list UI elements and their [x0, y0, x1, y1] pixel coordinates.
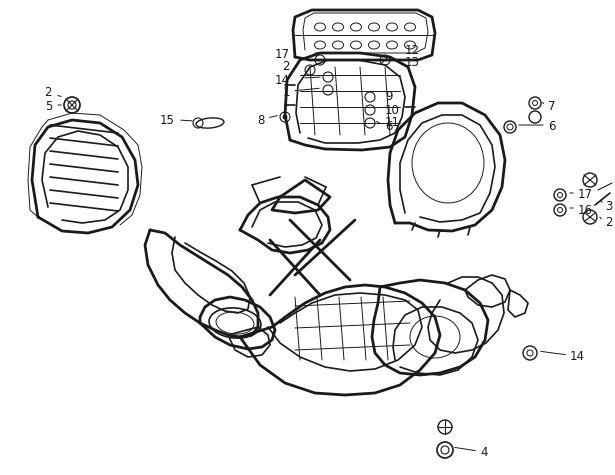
- Text: 2: 2: [44, 86, 52, 99]
- Text: 8: 8: [258, 114, 265, 126]
- Text: 5: 5: [45, 101, 52, 114]
- Text: 2: 2: [605, 217, 613, 229]
- Text: 11: 11: [385, 116, 400, 130]
- Text: 17: 17: [275, 48, 290, 61]
- Text: 15: 15: [160, 114, 175, 126]
- Text: 6: 6: [385, 121, 392, 133]
- Text: 9: 9: [385, 91, 392, 104]
- Text: 4: 4: [480, 446, 488, 459]
- Text: 13: 13: [405, 57, 420, 69]
- Text: 3: 3: [605, 200, 613, 213]
- Text: 16: 16: [578, 203, 593, 217]
- Text: 6: 6: [548, 121, 555, 133]
- Text: 14: 14: [570, 351, 585, 363]
- Text: 12: 12: [405, 44, 420, 57]
- Text: 7: 7: [548, 101, 555, 114]
- Text: 2: 2: [282, 60, 290, 74]
- Text: 1: 1: [282, 86, 290, 99]
- Text: 14: 14: [275, 74, 290, 86]
- Circle shape: [283, 115, 287, 119]
- Text: 10: 10: [385, 104, 400, 116]
- Text: 17: 17: [578, 189, 593, 201]
